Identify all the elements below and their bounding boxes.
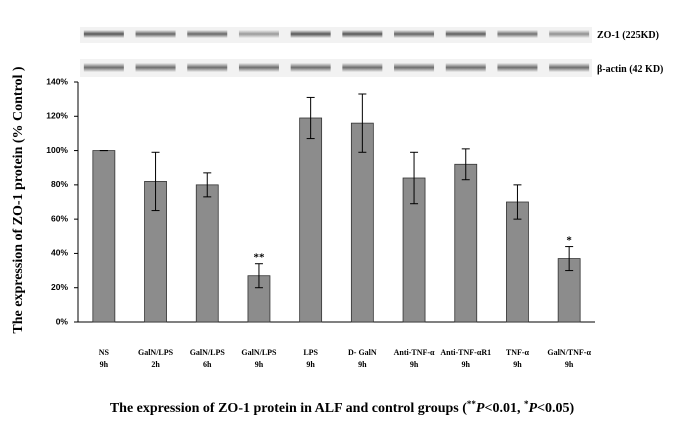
blot-band	[342, 63, 383, 72]
y-tick-label: 20%	[51, 282, 68, 292]
bar	[454, 163, 478, 323]
x-tick-label: 9h	[462, 360, 471, 369]
x-tick-label: 2h	[151, 360, 160, 369]
x-tick-label: 9h	[513, 360, 522, 369]
blot-band	[342, 30, 383, 38]
blot-band	[394, 63, 435, 72]
x-tick-label: Anti-TNF-αR1	[440, 348, 491, 357]
caption: The expression of ZO-1 protein in ALF an…	[110, 399, 575, 416]
x-tick-label: LPS	[303, 348, 318, 357]
blot-band	[238, 63, 279, 72]
x-tick-label: NS	[99, 348, 110, 357]
blot-band	[290, 30, 331, 38]
y-tick-label: 100%	[46, 145, 68, 155]
blot-band	[445, 30, 486, 38]
blot-band	[445, 63, 486, 72]
blot-band	[187, 30, 228, 38]
caption-part: P	[476, 401, 485, 416]
x-tick-label: 9h	[255, 360, 264, 369]
blot-label: ZO-1 (225KD)	[597, 30, 659, 41]
blot-band	[549, 63, 590, 72]
blot-band	[549, 30, 590, 38]
caption-part: <0.05)	[537, 401, 574, 416]
blot-band	[135, 30, 176, 38]
y-tick-label: 80%	[51, 179, 68, 189]
caption-part: *	[524, 399, 529, 409]
y-tick-label: 0%	[56, 316, 69, 326]
blot-band	[83, 30, 124, 38]
blot-band	[497, 30, 538, 38]
caption-part: **	[467, 399, 477, 409]
bar	[299, 117, 323, 323]
blot-label: β-actin (42 KD)	[597, 64, 663, 75]
x-tick-label: 6h	[203, 360, 212, 369]
x-tick-label: 9h	[358, 360, 367, 369]
x-tick-label: 9h	[306, 360, 315, 369]
bar	[92, 150, 116, 323]
blot-band	[187, 63, 228, 72]
y-tick-label: 140%	[46, 76, 68, 86]
x-tick-label: Anti-TNF-α	[394, 348, 435, 357]
caption-part: P	[528, 401, 537, 416]
x-tick-label: 9h	[410, 360, 419, 369]
blot-band	[238, 30, 279, 38]
x-tick-label: D- GalN	[348, 348, 377, 357]
x-tick-label: 9h	[565, 360, 574, 369]
bar	[195, 184, 219, 323]
caption-part: <0.01,	[484, 401, 523, 416]
bar	[506, 201, 529, 323]
blot-band	[497, 63, 538, 72]
x-tick-label: GalN/TNF-α	[547, 348, 591, 357]
blot-band	[135, 63, 176, 72]
x-tick-label: GalN/LPS	[190, 348, 226, 357]
blot-band	[394, 30, 435, 38]
significance-label: *	[566, 235, 572, 247]
x-tick-label: GalN/LPS	[138, 348, 174, 357]
significance-label: **	[253, 252, 265, 264]
y-tick-label: 60%	[51, 213, 68, 223]
bar	[350, 122, 374, 323]
y-tick-label: 40%	[51, 248, 68, 258]
x-tick-label: GalN/LPS	[241, 348, 277, 357]
blot-band	[290, 63, 331, 72]
blot-band	[83, 63, 124, 72]
x-tick-label: TNF-α	[506, 348, 530, 357]
y-axis-label: The expression of ZO-1 protein (% Contro…	[11, 66, 26, 334]
caption-part: The expression of ZO-1 protein in ALF an…	[110, 401, 467, 416]
y-tick-label: 120%	[46, 111, 68, 121]
x-tick-label: 9h	[100, 360, 109, 369]
